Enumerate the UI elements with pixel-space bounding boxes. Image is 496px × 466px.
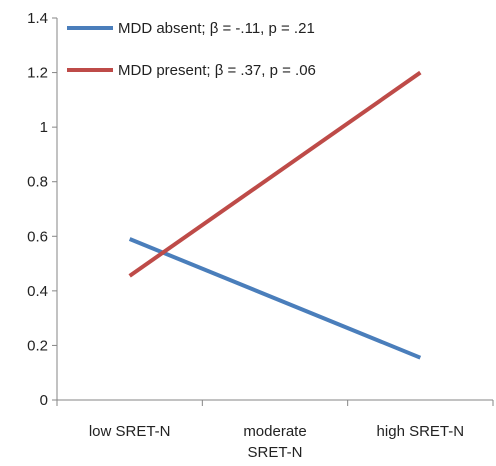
y-tick-label: 1.4 (27, 10, 48, 27)
series-lines (128, 70, 422, 360)
series-line-1 (128, 237, 422, 360)
x-category-label: low SRET-N (89, 423, 171, 440)
legend: MDD absent; β = -.11, p = .21 MDD present… (67, 20, 316, 79)
legend-label-2: MDD present; β = .37, p = .06 (118, 62, 316, 79)
y-tick-label: 0.2 (27, 337, 48, 354)
x-category-label: moderate SRET-N (243, 423, 306, 461)
legend-label-1: MDD absent; β = -.11, p = .21 (118, 20, 315, 37)
y-tick-label: 1 (40, 119, 48, 136)
y-tick-label: 0.6 (27, 228, 48, 245)
y-tick-label: 1.2 (27, 65, 48, 82)
x-axis: low SRET-N moderate SRET-N high SRET-N (56, 399, 494, 461)
y-tick-label: 0.4 (27, 283, 48, 300)
y-tick-label: 0 (40, 392, 48, 409)
y-axis: 0 0.2 0.4 0.6 0.8 1 1.2 1.4 (27, 10, 58, 409)
y-tick-label: 0.8 (27, 174, 48, 191)
series-line-2 (128, 70, 422, 278)
x-category-label: high SRET-N (377, 423, 465, 440)
